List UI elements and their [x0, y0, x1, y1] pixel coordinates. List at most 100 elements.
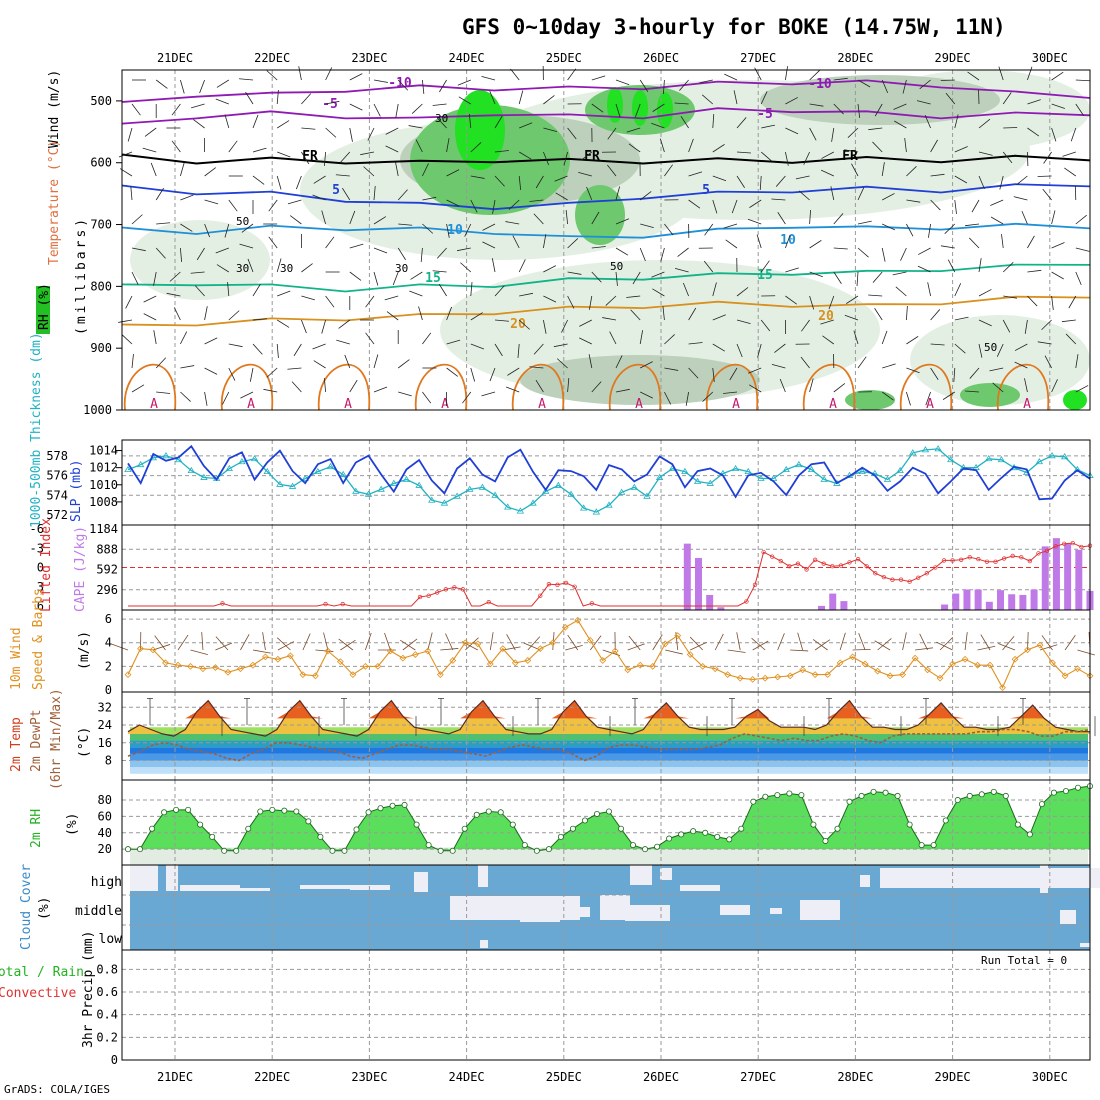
cape-bar — [1008, 594, 1015, 610]
pressure-tick-label: 900 — [90, 341, 112, 355]
top-date-axis: 21DEC22DEC23DEC24DEC25DEC26DEC27DEC28DEC… — [157, 51, 1068, 65]
isotherm-label: 20 — [818, 309, 834, 324]
precip-tick-label: 0.6 — [96, 985, 118, 999]
cape-tick-label: 1184 — [89, 522, 118, 536]
thickness-tick-label: 576 — [46, 469, 68, 483]
top-date-label: 21DEC — [157, 51, 193, 65]
rh-region — [1063, 390, 1087, 410]
rh2m-point — [510, 822, 515, 827]
cape-bar — [818, 606, 825, 610]
precip-axis-label: 3hr Precip (mm) — [81, 931, 96, 1048]
rh2m-point — [787, 791, 792, 796]
rh2m-point — [161, 810, 166, 815]
bottom-date-label: 26DEC — [643, 1070, 679, 1084]
cloud-left-labels: Cloud Cover (%) — [19, 864, 52, 950]
precip-panel: 00.20.40.60.8 Run Total = 0 — [96, 950, 1090, 1067]
rh2m-point — [1015, 822, 1020, 827]
wind10m-panel: 0246 — [105, 610, 1095, 697]
wind10m-tick-label: 2 — [105, 659, 112, 673]
rh2m-point — [775, 793, 780, 798]
cloud-level-label: high — [91, 875, 122, 890]
rh2m-point — [402, 802, 407, 807]
clear-sky-cell — [860, 875, 870, 887]
cape-bar — [1075, 550, 1082, 610]
rh2m-point — [558, 834, 563, 839]
precip-tick-label: 0.8 — [96, 962, 118, 976]
thickness-tick-label: 578 — [46, 449, 68, 463]
wind10m-unit-label: (m/s) — [77, 631, 92, 670]
rh-region — [845, 390, 895, 410]
cape-bar — [1064, 544, 1071, 610]
rh-contour-label: 30 — [236, 262, 249, 275]
minmax-axis-label: (6hr Min/Max) — [49, 688, 64, 790]
rh2m-point — [679, 832, 684, 837]
rh2m-point — [354, 827, 359, 832]
rh2m-point — [198, 822, 203, 827]
thickness-tick-label: 574 — [46, 488, 68, 502]
top-date-label: 23DEC — [351, 51, 387, 65]
cape-tick-label: 888 — [96, 542, 118, 556]
cloud-cover-panel: highmiddlelow — [75, 865, 1100, 950]
rh2m-point — [1075, 785, 1080, 790]
bottom-date-label: 30DEC — [1032, 1070, 1068, 1084]
slp-axis-label: SLP (mb) — [69, 459, 84, 522]
rh2m-point — [1063, 788, 1068, 793]
slp-tick-label: 1010 — [89, 478, 118, 492]
pressure-tick-label: 600 — [90, 156, 112, 170]
rh2m-point — [763, 794, 768, 799]
upper-air-left-labels: Wind (m/s) Temperature (°C) RH (%) (mill… — [36, 70, 89, 335]
cloud-cover-axis-label: Cloud Cover — [19, 864, 34, 950]
cloud-level-label: low — [99, 932, 123, 947]
bottom-date-label: 23DEC — [351, 1070, 387, 1084]
rh-contour-label: 30 — [395, 262, 408, 275]
rh2m-point — [859, 793, 864, 798]
bottom-date-label: 24DEC — [449, 1070, 485, 1084]
rh-contour-label: 30 — [280, 262, 293, 275]
top-date-label: 26DEC — [643, 51, 679, 65]
rh2m-point — [655, 844, 660, 849]
rh2m-point — [883, 790, 888, 795]
rh2m-point — [342, 848, 347, 853]
isotherm-label: 5 — [702, 183, 710, 198]
rh2m-point — [642, 847, 647, 852]
temp-axis: 8162432 — [98, 700, 112, 767]
temp-tick-label: 32 — [98, 700, 112, 714]
isotherm-label: -10 — [808, 77, 832, 92]
bottom-date-label: 25DEC — [546, 1070, 582, 1084]
rh2m-point — [450, 848, 455, 853]
rh2m-point — [895, 793, 900, 798]
top-date-label: 27DEC — [740, 51, 776, 65]
rh2m-point — [907, 822, 912, 827]
clear-sky-cell — [180, 885, 240, 891]
clear-sky-cell — [300, 885, 350, 889]
rh-region — [632, 90, 648, 126]
rh2m-point — [366, 810, 371, 815]
clear-sky-cell — [625, 905, 670, 921]
rh2m-point — [594, 811, 599, 816]
cape-tick-label: 296 — [96, 583, 118, 597]
rh2m-panel: 20406080 — [98, 780, 1093, 865]
slp-thickness-panel: 5725745765781008101010121014 — [46, 440, 1093, 525]
bottom-date-label: 27DEC — [740, 1070, 776, 1084]
cloud-unit-label: (%) — [37, 897, 52, 920]
rh-axis-label: RH (%) — [37, 283, 52, 330]
precip-tick-label: 0.4 — [96, 1008, 118, 1022]
bottom-date-label: 29DEC — [935, 1070, 971, 1084]
bottom-date-label: 21DEC — [157, 1070, 193, 1084]
rh2m-point — [1051, 790, 1056, 795]
clear-sky-cell — [630, 865, 652, 885]
isotherm-label: -5 — [757, 107, 773, 122]
temp-left-labels: 2m Temp 2m DewPt (6hr Min/Max) (°C) — [9, 688, 92, 790]
rh2m-point — [1027, 832, 1032, 837]
rh2m-point — [835, 826, 840, 831]
clear-sky-cell — [414, 872, 428, 892]
rh2m-point — [1039, 802, 1044, 807]
bottom-date-axis: 21DEC22DEC23DEC24DEC25DEC26DEC27DEC28DEC… — [157, 1070, 1068, 1084]
wind10m-tick-label: 4 — [105, 636, 112, 650]
rh2m-point — [498, 810, 503, 815]
rh2m-point — [282, 808, 287, 813]
rh2m-point — [258, 809, 263, 814]
rh2m-point — [174, 807, 179, 812]
wind10m-tick-label: 6 — [105, 612, 112, 626]
temperature-axis-label: Temperature (°C) — [47, 140, 62, 265]
